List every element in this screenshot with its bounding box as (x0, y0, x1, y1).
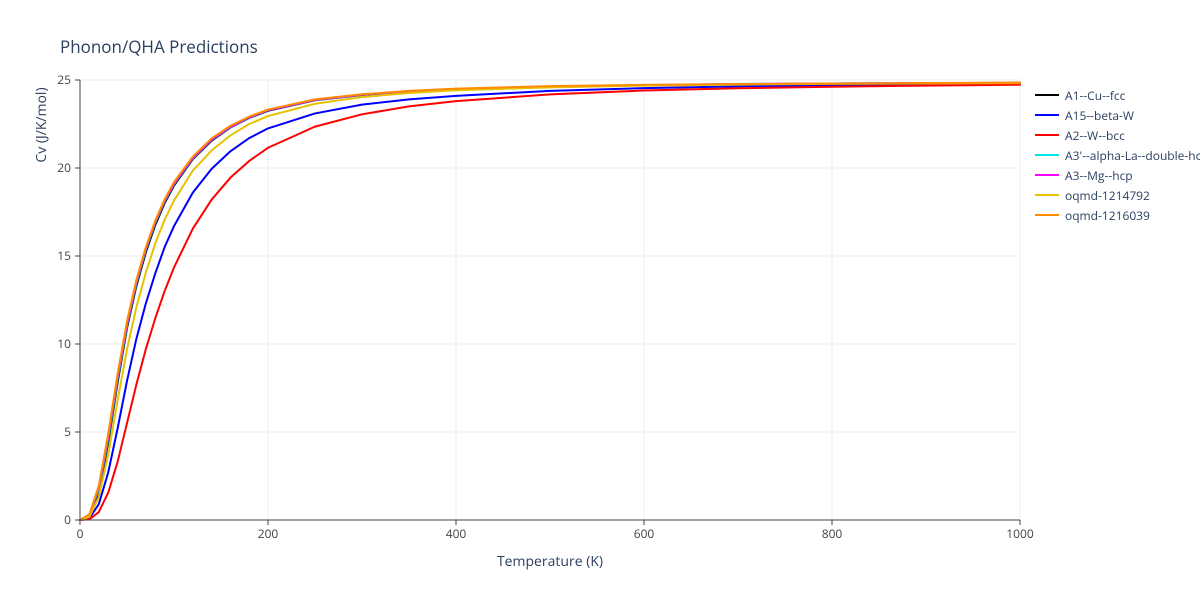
chart-container: Phonon/QHA Predictions 02004006008001000… (0, 0, 1200, 600)
legend-swatch (1035, 154, 1059, 156)
x-axis-label: Temperature (K) (80, 552, 1020, 571)
legend-label: A3'--alpha-La--double-hcp (1065, 147, 1200, 164)
legend-item[interactable]: oqmd-1216039 (1035, 205, 1200, 225)
x-tick-label: 200 (258, 525, 279, 542)
legend-item[interactable]: A2--W--bcc (1035, 125, 1200, 145)
legend-swatch (1035, 214, 1059, 216)
y-tick-label: 25 (57, 71, 71, 88)
legend[interactable]: A1--Cu--fcc A15--beta-W A2--W--bcc A3'--alp… (1035, 85, 1200, 225)
x-tick-label: 400 (446, 525, 467, 542)
legend-label: oqmd-1216039 (1065, 207, 1150, 224)
y-tick-label: 5 (64, 423, 71, 440)
y-tick-label: 20 (57, 159, 71, 176)
x-tick-label: 600 (634, 525, 655, 542)
legend-label: A1--Cu--fcc (1065, 87, 1125, 104)
legend-item[interactable]: A3'--alpha-La--double-hcp (1035, 145, 1200, 165)
y-tick-label: 0 (64, 511, 71, 528)
x-tick-label: 1000 (1006, 525, 1034, 542)
legend-swatch (1035, 174, 1059, 176)
legend-item[interactable]: oqmd-1214792 (1035, 185, 1200, 205)
plot-area[interactable]: 020040060080010000510152025 (80, 80, 1020, 520)
y-tick-label: 10 (57, 335, 71, 352)
legend-swatch (1035, 94, 1059, 96)
x-tick-label: 800 (822, 525, 843, 542)
legend-swatch (1035, 134, 1059, 136)
legend-label: A3--Mg--hcp (1065, 167, 1133, 184)
legend-label: A15--beta-W (1065, 107, 1134, 124)
x-tick-label: 0 (77, 525, 84, 542)
legend-swatch (1035, 114, 1059, 116)
legend-item[interactable]: A1--Cu--fcc (1035, 85, 1200, 105)
y-tick-label: 15 (57, 247, 71, 264)
y-axis-label: Cv (J/K/mol) (32, 0, 51, 345)
legend-label: oqmd-1214792 (1065, 187, 1150, 204)
legend-label: A2--W--bcc (1065, 127, 1125, 144)
legend-item[interactable]: A15--beta-W (1035, 105, 1200, 125)
legend-swatch (1035, 194, 1059, 196)
chart-title: Phonon/QHA Predictions (60, 35, 258, 58)
legend-item[interactable]: A3--Mg--hcp (1035, 165, 1200, 185)
